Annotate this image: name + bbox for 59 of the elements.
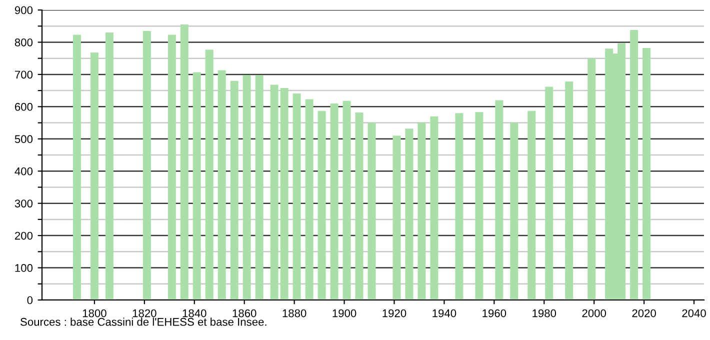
- y-tick-label: 400: [14, 167, 33, 176]
- bar: [342, 100, 351, 300]
- bar: [280, 88, 288, 300]
- bar: [392, 136, 401, 300]
- bar: [205, 50, 214, 300]
- bar: [368, 122, 376, 300]
- y-tick-label: 900: [14, 6, 33, 14]
- y-tick-label: 300: [14, 200, 33, 208]
- x-tick-label: 1840: [182, 309, 206, 318]
- bar: [545, 86, 554, 300]
- bar: [305, 99, 314, 300]
- bar: [142, 30, 151, 300]
- bar: [330, 103, 338, 300]
- x-tick-label: 1920: [382, 309, 406, 318]
- x-tick-label: 2000: [582, 309, 606, 318]
- source-note: Sources : base Cassini de l'EHESS et base Insee.: [20, 318, 266, 326]
- x-tick-label: 1820: [132, 309, 156, 318]
- y-tick-label: 0: [27, 296, 33, 304]
- x-tick-label: 2020: [632, 309, 656, 318]
- y-tick-label: 600: [15, 102, 33, 111]
- bar: [270, 84, 278, 300]
- bar: [230, 80, 238, 300]
- bar: [318, 110, 326, 300]
- y-tick-label: 100: [15, 264, 33, 272]
- bar: [630, 30, 638, 300]
- bar: [528, 110, 536, 300]
- y-tick-label: 500: [14, 135, 33, 144]
- x-tick-label: 2040: [682, 309, 706, 318]
- bar: [292, 93, 301, 300]
- y-tick-label: 200: [14, 232, 33, 240]
- bar: [105, 32, 114, 300]
- bar: [565, 82, 574, 300]
- y-tick-label: 800: [14, 38, 33, 46]
- bar: [242, 75, 251, 300]
- bar: [588, 58, 596, 300]
- x-tick-label: 1980: [532, 309, 556, 318]
- bar: [168, 34, 176, 300]
- bar: [255, 75, 264, 300]
- bar: [455, 113, 464, 300]
- bar: [642, 48, 651, 300]
- x-tick-label: 1880: [282, 309, 306, 318]
- bar: [495, 100, 504, 300]
- x-tick-label: 1960: [482, 309, 506, 318]
- bar: [72, 34, 81, 300]
- bar: [218, 70, 226, 300]
- bar: [430, 116, 438, 300]
- bar: [180, 24, 188, 300]
- bar: [418, 122, 426, 300]
- bar: [355, 112, 364, 300]
- x-tick-label: 1940: [432, 309, 456, 318]
- bar: [510, 122, 518, 300]
- bar: [405, 128, 414, 300]
- x-tick-label: 1900: [332, 309, 356, 318]
- x-tick-label: 1860: [232, 309, 256, 318]
- bar: [90, 52, 98, 300]
- x-tick-label: 1800: [82, 309, 106, 318]
- bar: [192, 72, 201, 300]
- bar: [475, 112, 484, 300]
- y-tick-label: 700: [15, 70, 33, 79]
